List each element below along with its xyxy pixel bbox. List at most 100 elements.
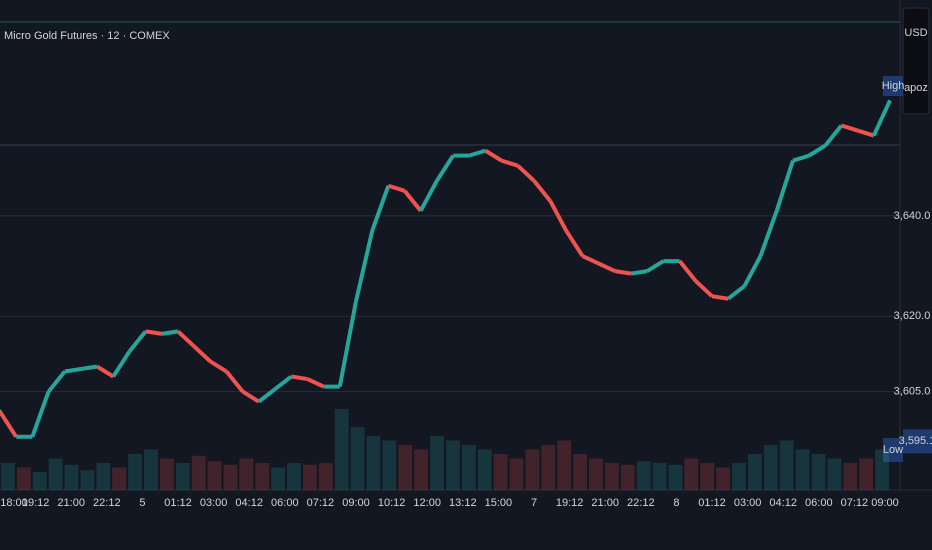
high-badge bbox=[883, 76, 903, 96]
price-segment bbox=[127, 330, 148, 353]
volume-bar bbox=[207, 461, 222, 490]
price-segment bbox=[857, 128, 875, 138]
x-tick-label: 10:12 bbox=[378, 497, 406, 509]
price-segment bbox=[774, 160, 795, 212]
price-segment bbox=[597, 261, 616, 273]
y-tick-label: 3,605.0 bbox=[894, 386, 931, 398]
price-segment bbox=[161, 329, 179, 336]
high-label: High bbox=[882, 80, 905, 92]
volume-bar bbox=[32, 472, 47, 490]
volume-bar bbox=[763, 445, 778, 490]
price-segment bbox=[678, 259, 698, 283]
x-tick-label: 01:12 bbox=[164, 497, 192, 509]
volume-bar bbox=[843, 463, 858, 490]
volume-bar bbox=[96, 463, 111, 490]
volume-bar bbox=[732, 463, 746, 490]
volume-bar bbox=[255, 463, 270, 490]
x-tick-label: 07:12 bbox=[841, 497, 869, 509]
price-segment bbox=[96, 364, 115, 379]
price-segment bbox=[581, 254, 600, 266]
volume-bar bbox=[64, 464, 79, 490]
x-tick-label: 03:00 bbox=[200, 497, 228, 509]
x-tick-label: 07:12 bbox=[307, 497, 335, 509]
price-segment bbox=[192, 344, 212, 363]
volume-bar bbox=[159, 458, 174, 490]
volume-bar bbox=[557, 440, 572, 490]
price-segment bbox=[176, 329, 196, 348]
volume-bar bbox=[525, 449, 540, 490]
volume-bar bbox=[700, 463, 715, 490]
price-segment bbox=[726, 284, 746, 301]
price-segment bbox=[224, 370, 245, 393]
price-segment bbox=[711, 294, 729, 301]
x-tick-label: 19:12 bbox=[22, 497, 50, 509]
volume-bar bbox=[271, 467, 286, 490]
y-tick-label: 3,620.0 bbox=[894, 310, 931, 322]
volume-bar bbox=[175, 463, 190, 490]
volume-bar bbox=[223, 464, 238, 490]
low-value-badge bbox=[903, 429, 932, 454]
price-segment bbox=[484, 148, 503, 163]
x-tick-label: 06:00 bbox=[271, 497, 299, 509]
price-segment bbox=[564, 229, 585, 258]
volume-bar bbox=[589, 458, 603, 490]
price-segment bbox=[646, 259, 665, 273]
volume-bar bbox=[493, 454, 508, 490]
sidebar bbox=[902, 7, 930, 115]
volume-bar bbox=[112, 467, 127, 490]
volume-bar bbox=[541, 445, 556, 490]
price-segment bbox=[273, 374, 293, 391]
price-segment bbox=[370, 185, 391, 232]
price-segment bbox=[742, 255, 763, 288]
price-segment bbox=[516, 164, 536, 183]
price-segment bbox=[548, 199, 569, 232]
price-segment bbox=[290, 374, 308, 382]
price-segment bbox=[532, 179, 552, 203]
price-segment bbox=[694, 279, 714, 298]
price-segment bbox=[808, 143, 827, 158]
x-tick-label: 18:00 bbox=[0, 497, 28, 509]
volume-bar bbox=[636, 461, 651, 490]
volume-bar bbox=[144, 449, 158, 490]
volume-bar bbox=[446, 440, 460, 490]
x-tick-label: 22:12 bbox=[627, 497, 655, 509]
x-tick-label: 7 bbox=[531, 497, 537, 509]
volume-bar bbox=[668, 464, 683, 490]
volume-bar bbox=[811, 454, 826, 490]
x-tick-label: 22:12 bbox=[93, 497, 121, 509]
price-segment bbox=[402, 189, 423, 213]
x-tick-label: 03:00 bbox=[734, 497, 762, 509]
price-segment bbox=[758, 210, 779, 257]
volume-bar bbox=[716, 467, 731, 490]
low-badge bbox=[883, 438, 903, 462]
price-segment bbox=[823, 124, 844, 147]
x-tick-label: 04:12 bbox=[769, 497, 797, 509]
price-segment bbox=[337, 300, 358, 387]
volume-bar bbox=[461, 445, 476, 490]
price-segment bbox=[354, 230, 375, 302]
volume-bar bbox=[382, 440, 397, 490]
volume-bar bbox=[80, 470, 95, 490]
price-segment bbox=[872, 99, 892, 137]
x-tick-label: 01:12 bbox=[698, 497, 726, 509]
volume-bar bbox=[477, 449, 492, 490]
volume-bar bbox=[334, 409, 349, 490]
volume-bar bbox=[318, 463, 333, 490]
x-tick-label: 04:12 bbox=[235, 497, 263, 509]
price-segment bbox=[418, 179, 439, 212]
volume-bar bbox=[859, 458, 874, 490]
volume-bar bbox=[509, 458, 524, 490]
volume-bar bbox=[875, 449, 889, 490]
x-tick-label: 21:00 bbox=[591, 497, 619, 509]
volume-bar bbox=[779, 440, 794, 490]
volume-bar bbox=[239, 458, 254, 490]
volume-bar bbox=[287, 463, 301, 490]
x-tick-label: 21:00 bbox=[57, 497, 85, 509]
price-segment bbox=[0, 410, 18, 438]
y-tick-label: 3,640.0 bbox=[894, 210, 931, 222]
price-segment bbox=[30, 390, 51, 438]
x-tick-label: 06:00 bbox=[805, 497, 833, 509]
price-segment bbox=[501, 158, 519, 168]
